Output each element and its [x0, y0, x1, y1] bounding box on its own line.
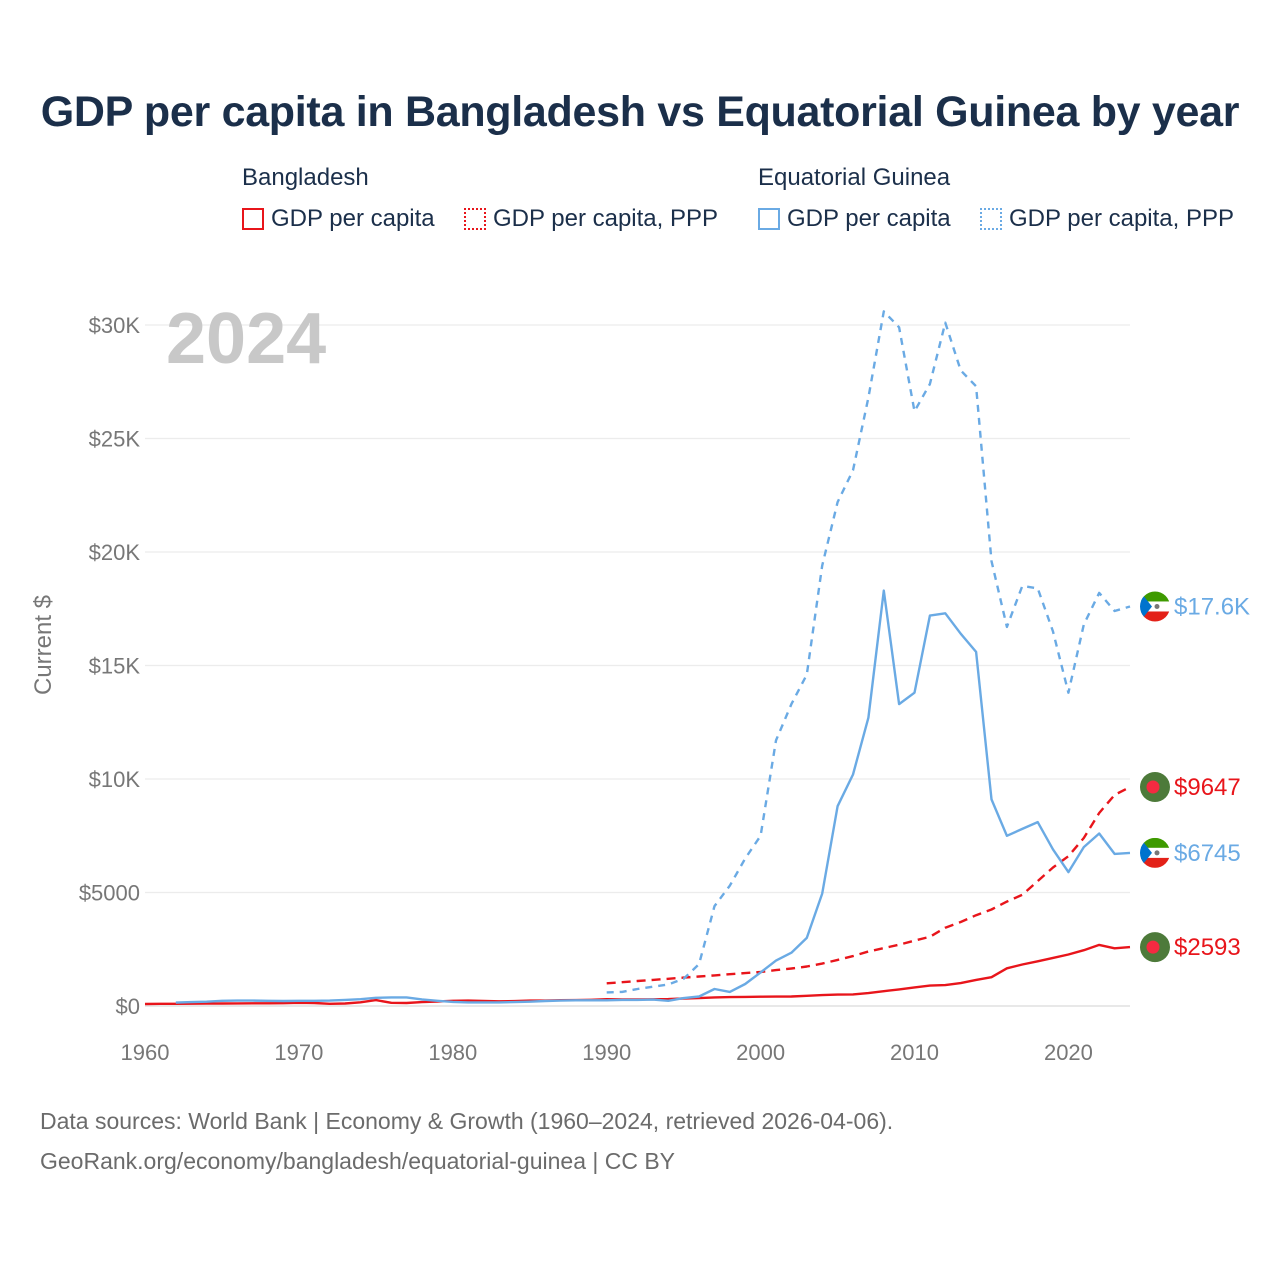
series-end-value: $17.6K [1174, 593, 1250, 620]
legend-label: GDP per capita, PPP [493, 205, 718, 232]
legend-title-bangladesh: Bangladesh [242, 164, 369, 191]
series-end-value: $9647 [1174, 774, 1241, 801]
x-tick-label: 1980 [428, 1040, 477, 1065]
legend-item-bangladesh-gdp[interactable]: GDP per capita [242, 204, 435, 234]
bangladesh-flag-icon [1140, 772, 1170, 803]
y-tick-label: $25K [89, 427, 141, 452]
series-line-bangladesh-ppp[interactable] [606, 785, 1131, 985]
legend-item-equatorial-guinea-gdp[interactable]: GDP per capita [758, 204, 951, 234]
legend-item-equatorial-guinea-ppp[interactable]: GDP per capita, PPP [980, 204, 1234, 234]
series-end-value: $2593 [1174, 934, 1241, 961]
y-tick-label: $20K [89, 540, 141, 565]
series-line-equatorial-guinea-ppp[interactable] [606, 310, 1131, 994]
y-tick-label: $0 [116, 994, 140, 1019]
footer-sources: Data sources: World Bank | Economy & Gro… [40, 1108, 894, 1134]
legend-item-bangladesh-ppp[interactable]: GDP per capita, PPP [464, 204, 718, 234]
legend-label: GDP per capita [271, 205, 435, 232]
legend-swatch-dotted-red [464, 208, 486, 230]
y-tick-label: $30K [89, 313, 141, 338]
legend-swatch-dotted-blue [980, 208, 1002, 230]
x-tick-label: 2000 [736, 1040, 785, 1065]
equatorial-guinea-flag-icon [1140, 837, 1170, 868]
x-tick-label: 2010 [890, 1040, 939, 1065]
legend-swatch-solid-blue [758, 208, 780, 230]
x-tick-label: 1960 [121, 1040, 170, 1065]
y-tick-label: $15K [89, 654, 141, 679]
y-tick-label: $10K [89, 767, 141, 792]
y-axis-label: Current $ [30, 595, 57, 695]
series-line-bangladesh-gdp[interactable] [144, 943, 1131, 1006]
x-tick-label: 1990 [582, 1040, 631, 1065]
legend-label: GDP per capita, PPP [1009, 205, 1234, 232]
x-tick-label: 2020 [1044, 1040, 1093, 1065]
series-end-value: $6745 [1174, 840, 1241, 867]
footer-link[interactable]: GeoRank.org/economy/bangladesh/equatoria… [40, 1148, 676, 1174]
legend-label: GDP per capita [787, 205, 951, 232]
bangladesh-flag-icon [1140, 932, 1170, 963]
year-watermark: 2024 [166, 299, 326, 379]
legend-swatch-solid-red [242, 208, 264, 230]
y-tick-label: $5000 [79, 881, 140, 906]
x-tick-label: 1970 [274, 1040, 323, 1065]
legend-title-equatorial-guinea: Equatorial Guinea [758, 164, 951, 191]
series-line-equatorial-guinea-gdp[interactable] [175, 589, 1131, 1004]
equatorial-guinea-flag-icon [1140, 591, 1170, 622]
chart-title: GDP per capita in Bangladesh vs Equatori… [40, 88, 1240, 136]
